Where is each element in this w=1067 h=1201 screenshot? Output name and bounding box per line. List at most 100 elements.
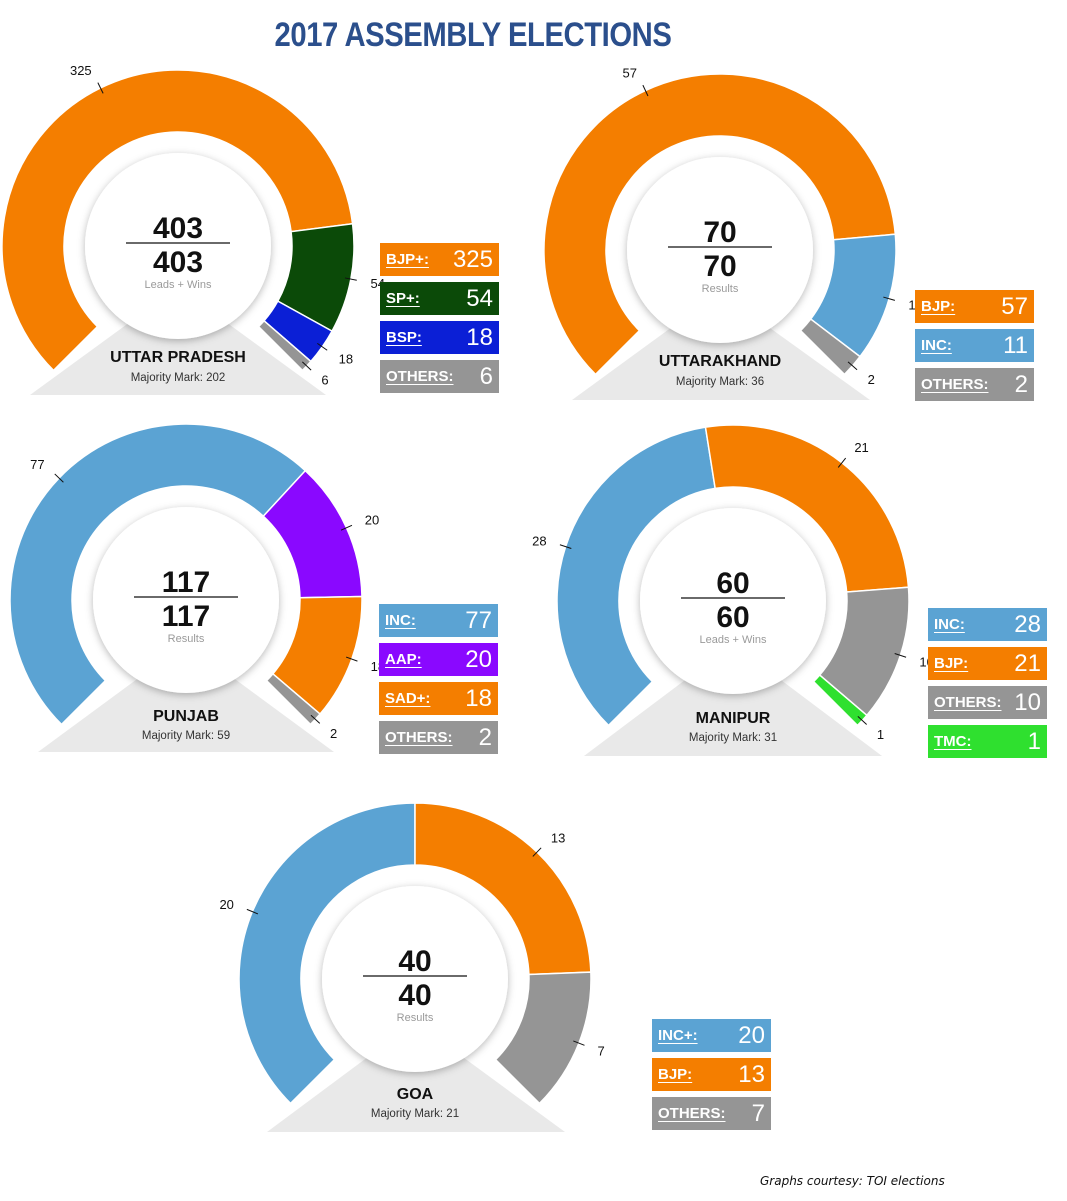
legend-party-name: BSP: <box>386 329 422 346</box>
state-name: PUNJAB <box>153 708 219 725</box>
slice-others <box>494 971 592 1105</box>
tick-inc <box>246 908 259 915</box>
majority-mark: Majority Mark: 21 <box>371 1108 459 1120</box>
tick-sp <box>344 277 357 281</box>
tick-inc <box>559 544 572 549</box>
legend-item-others: OTHERS: 2 <box>915 368 1034 401</box>
legend-seat-count: 325 <box>452 246 493 273</box>
state-name: UTTARAKHAND <box>659 353 781 370</box>
value-label-bsp: 18 <box>339 351 353 366</box>
center-disc <box>627 157 813 343</box>
legend-item-inc: INC: 77 <box>379 604 498 637</box>
legend-item-others: OTHERS: 6 <box>380 360 499 393</box>
center-disc <box>93 507 279 693</box>
legend-party-name: BJP: <box>934 655 969 672</box>
state-name: MANIPUR <box>696 710 771 727</box>
value-label-tmc: 1 <box>877 727 884 742</box>
tick-bjp <box>97 82 104 94</box>
value-label-aap: 20 <box>365 513 379 528</box>
center-disc <box>322 886 508 1072</box>
value-label-bjp: 21 <box>854 440 868 455</box>
total-caption: Leads + Wins <box>700 634 767 646</box>
gauge-base-triangle <box>267 1022 565 1132</box>
legend-party-name: OTHERS: <box>385 729 453 746</box>
value-label-others: 6 <box>321 373 328 388</box>
legend-item-bsp: BSP: 18 <box>380 321 499 354</box>
majority-mark: Majority Mark: 36 <box>676 376 764 388</box>
center-disc <box>640 508 826 694</box>
tick-tmc <box>857 716 867 725</box>
legend-seat-count: 18 <box>466 324 493 351</box>
page-title: 2017 ASSEMBLY ELECTIONS <box>274 16 672 54</box>
legend-party-name: INC: <box>934 616 965 633</box>
total-seats-top: 117 <box>162 566 210 599</box>
legend-item-others: OTHERS: 2 <box>379 721 498 754</box>
total-seats-bottom: 40 <box>398 979 431 1012</box>
legend-party-name: INC: <box>385 612 416 629</box>
legend-item-tmc: TMC: 1 <box>928 725 1047 758</box>
slice-inc <box>556 426 717 727</box>
tick-bsp <box>317 342 328 351</box>
tick-bjp <box>837 457 847 468</box>
slice-inc <box>9 423 307 726</box>
legend-item-others: OTHERS: 10 <box>928 686 1047 719</box>
value-label-inc: 28 <box>532 533 546 548</box>
legend-item-others: OTHERS: 7 <box>652 1097 771 1130</box>
legend-item-aap: AAP: 20 <box>379 643 498 676</box>
legend-seat-count: 2 <box>478 724 492 751</box>
legend-seat-count: 13 <box>738 1061 765 1088</box>
slice-inc <box>238 802 416 1105</box>
total-seats-top: 403 <box>153 212 203 245</box>
legend-party-name: INC: <box>921 337 952 354</box>
legend-seat-count: 18 <box>465 685 492 712</box>
total-caption: Results <box>702 283 739 295</box>
gauge-base-triangle <box>584 644 882 756</box>
slice-tmc <box>812 673 868 727</box>
legend-seat-count: 6 <box>479 363 493 390</box>
legend-party-name: INC+: <box>658 1027 698 1044</box>
tick-others <box>310 714 321 724</box>
legend-party-name: BJP: <box>921 298 956 315</box>
legend-seat-count: 20 <box>738 1022 765 1049</box>
total-seats-bottom: 70 <box>703 250 736 283</box>
value-label-bjp: 325 <box>70 63 92 78</box>
legend-item-bjp: BJP: 21 <box>928 647 1047 680</box>
value-label-others: 2 <box>330 726 337 741</box>
legend-seat-count: 20 <box>465 646 492 673</box>
majority-mark: Majority Mark: 31 <box>689 732 777 744</box>
legend-uttarakhand: BJP: 57 INC: 11 OTHERS: 2 <box>915 290 1034 407</box>
legend-party-name: OTHERS: <box>921 376 989 393</box>
legend-punjab: INC: 77 AAP: 20 SAD+: 18 OTHERS: 2 <box>379 604 498 760</box>
tick-others <box>894 653 907 658</box>
tick-others <box>573 1040 585 1046</box>
value-label-others: 7 <box>598 1043 605 1058</box>
value-label-inc: 77 <box>30 457 44 472</box>
value-label-bjp: 57 <box>622 65 636 80</box>
legend-party-name: OTHERS: <box>934 694 1002 711</box>
slice-others <box>799 318 862 376</box>
legend-item-bjp: BJP+: 325 <box>380 243 499 276</box>
legend-seat-count: 57 <box>1001 293 1028 320</box>
tick-aap <box>340 524 353 531</box>
legend-party-name: BJP+: <box>386 251 429 268</box>
tick-others <box>847 361 858 371</box>
legend-party-name: AAP: <box>385 651 422 668</box>
legend-seat-count: 21 <box>1014 650 1041 677</box>
value-label-others: 2 <box>868 372 875 387</box>
legend-seat-count: 28 <box>1014 611 1041 638</box>
slice-others <box>257 319 312 372</box>
tick-others <box>302 361 312 371</box>
state-name: GOA <box>397 1086 434 1103</box>
legend-seat-count: 1 <box>1027 728 1041 755</box>
state-name: UTTAR PRADESH <box>110 349 246 366</box>
legend-seat-count: 7 <box>751 1100 765 1127</box>
legend-seat-count: 11 <box>1003 332 1028 359</box>
legend-uttar-pradesh: BJP+: 325 SP+: 54 BSP: 18 OTHERS: 6 <box>380 243 499 399</box>
majority-mark: Majority Mark: 59 <box>142 730 230 742</box>
total-caption: Results <box>397 1012 434 1024</box>
